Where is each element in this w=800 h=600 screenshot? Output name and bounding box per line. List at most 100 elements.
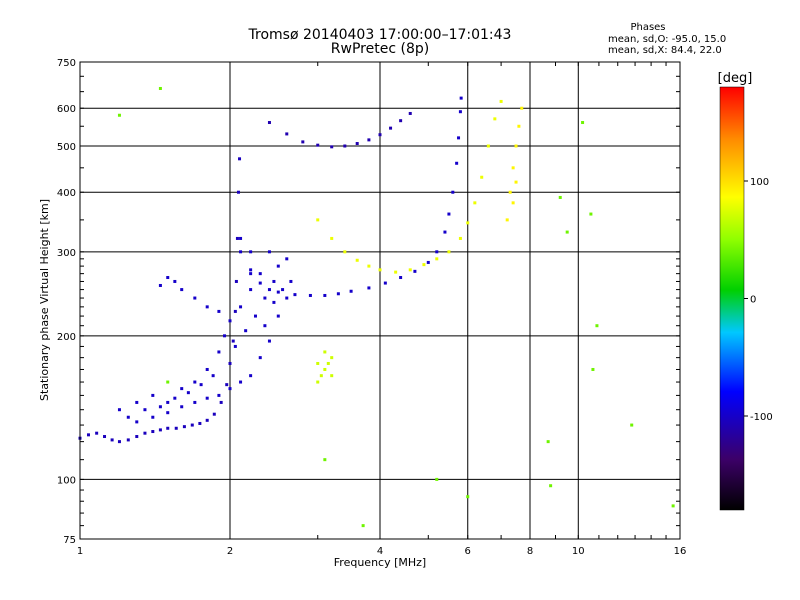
data-point (217, 309, 221, 313)
x-tick-label: 8 (527, 546, 533, 557)
colorbar (719, 86, 745, 511)
data-point (466, 221, 470, 225)
colorbar-tick-label: 0 (750, 295, 756, 306)
data-point (239, 305, 243, 309)
data-point (258, 272, 262, 276)
data-point (581, 121, 585, 125)
data-point (263, 324, 267, 328)
data-point (422, 263, 426, 267)
data-point (205, 418, 209, 422)
data-point (480, 175, 484, 179)
phases-header: Phases (630, 22, 665, 33)
data-point (549, 484, 553, 488)
data-point (158, 428, 162, 432)
data-point (565, 230, 569, 234)
data-point (323, 367, 327, 371)
data-point (174, 426, 178, 430)
data-point (166, 400, 170, 404)
data-point (117, 113, 121, 117)
data-point (253, 314, 257, 318)
data-point (493, 117, 497, 121)
data-point (285, 296, 289, 300)
data-point (443, 230, 447, 234)
data-point (135, 400, 139, 404)
data-point (110, 438, 114, 442)
data-point (244, 329, 248, 333)
data-point (326, 361, 330, 365)
x-tick-label: 6 (465, 546, 471, 557)
data-point (258, 356, 262, 360)
y-tick-label: 600 (57, 104, 76, 115)
data-point (199, 383, 203, 387)
data-point (217, 393, 221, 397)
chart-title: Tromsø 20140403 17:00:00–17:01:43 (248, 27, 512, 43)
data-point (151, 415, 155, 419)
data-point (330, 236, 334, 240)
data-point (458, 236, 462, 240)
data-point (233, 309, 237, 313)
data-point (511, 166, 515, 170)
data-point (249, 288, 253, 292)
data-point (293, 293, 297, 297)
chart-subtitle: RwPretec (8p) (331, 41, 429, 57)
data-point (180, 405, 184, 409)
data-point (166, 276, 170, 280)
data-point (267, 250, 271, 254)
data-point (323, 458, 327, 462)
data-point (180, 288, 184, 292)
y-tick-label: 200 (57, 332, 76, 343)
data-point (190, 423, 194, 427)
data-point (394, 270, 398, 274)
data-point (343, 250, 347, 254)
y-tick-label: 75 (63, 535, 76, 546)
data-point (126, 415, 130, 419)
data-point (281, 288, 285, 292)
data-point (239, 380, 243, 384)
data-point (447, 250, 451, 254)
data-point (233, 344, 237, 348)
data-point (225, 383, 229, 387)
data-point (193, 296, 197, 300)
y-tick-label: 400 (57, 188, 76, 199)
data-point (103, 435, 107, 439)
data-point (517, 124, 521, 128)
colorbar-tick-label: -100 (750, 412, 773, 423)
data-point (95, 431, 99, 435)
x-axis-ticks: 1 2 4 6 8 10 16 (77, 62, 686, 557)
data-point (219, 400, 223, 404)
data-point (435, 250, 439, 254)
data-point (316, 218, 320, 222)
data-point (143, 431, 147, 435)
data-point (239, 250, 243, 254)
grid-lines (80, 62, 680, 539)
data-point (316, 143, 320, 147)
data-point (272, 300, 276, 304)
data-point (671, 504, 675, 508)
data-point (228, 319, 232, 323)
data-point (343, 144, 347, 148)
data-point (249, 374, 253, 378)
data-point (459, 96, 463, 100)
data-point (267, 339, 271, 343)
data-point (330, 356, 334, 360)
data-point (276, 314, 280, 318)
data-point (135, 435, 139, 439)
x-tick-label: 4 (377, 546, 383, 557)
data-point (330, 374, 334, 378)
data-point (249, 272, 253, 276)
data-point (212, 412, 216, 416)
data-point (135, 420, 139, 424)
colorbar-ticks: 100 0 -100 (744, 177, 773, 423)
data-point (301, 140, 305, 144)
colorbar-label: [deg] (718, 71, 753, 86)
data-point (211, 374, 215, 378)
data-point (336, 292, 340, 296)
data-point (367, 286, 371, 290)
data-point (511, 201, 515, 205)
data-point (158, 283, 162, 287)
data-point (228, 387, 232, 391)
data-point (238, 157, 242, 161)
data-point (285, 257, 289, 261)
data-point (316, 380, 320, 384)
